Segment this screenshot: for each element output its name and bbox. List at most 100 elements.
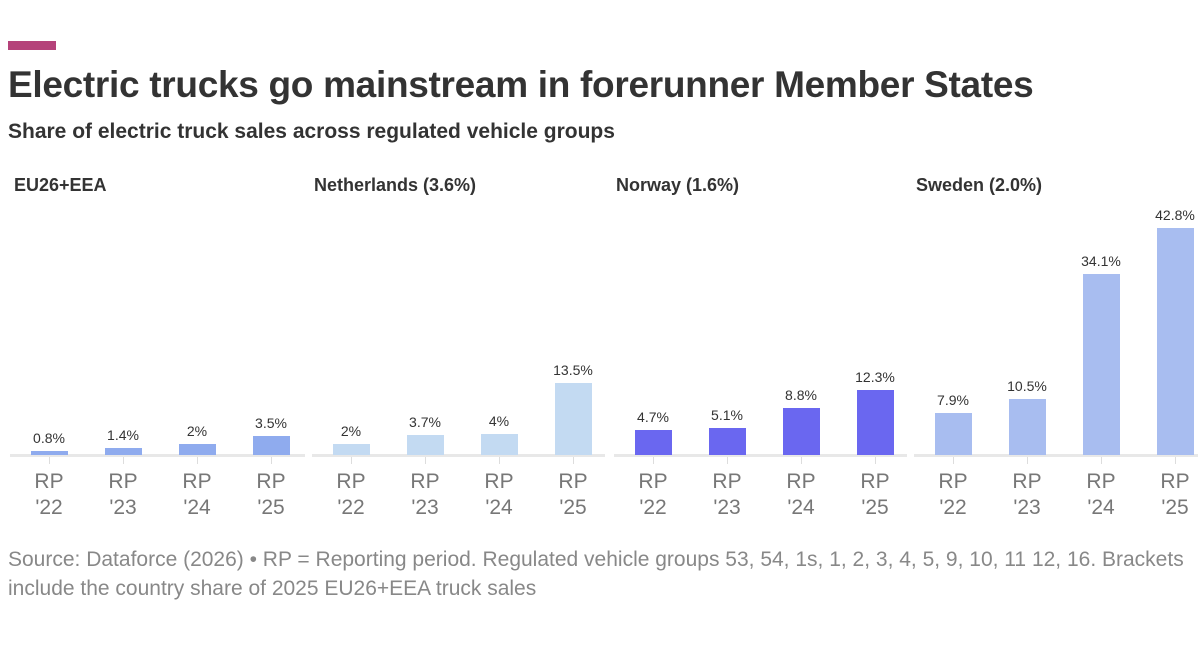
baseline (914, 454, 1198, 457)
x-tick-label-line: '24 (485, 496, 513, 519)
x-tick-label-line: RP (786, 470, 816, 493)
data-label: 3.7% (409, 414, 441, 431)
x-tick-label-line: RP (34, 470, 64, 493)
chart-title: Electric trucks go mainstream in forerun… (8, 64, 1034, 105)
data-label: 7.9% (937, 392, 969, 409)
x-tick-label: RP '23 (385, 469, 465, 521)
baseline (614, 454, 907, 457)
x-tick-label: RP '25 (533, 469, 613, 521)
bar (708, 427, 746, 455)
x-tick-label-line: '23 (713, 496, 741, 519)
x-tick (1101, 457, 1102, 464)
x-tick (727, 457, 728, 464)
x-tick (499, 457, 500, 464)
x-tick (271, 457, 272, 464)
data-label: 42.8% (1155, 207, 1195, 224)
bar-chart: EU26+EEA 0.8% RP '22 1.4% RP '23 2% RP '24 3.5% RP '… (9, 175, 1200, 521)
x-tick-label-line: '22 (639, 496, 667, 519)
x-tick (875, 457, 876, 464)
x-tick (197, 457, 198, 464)
data-label: 2% (186, 423, 208, 440)
x-tick (351, 457, 352, 464)
panel-title: EU26+EEA (14, 175, 107, 195)
x-tick-label: RP '25 (835, 469, 915, 521)
x-tick (1175, 457, 1176, 464)
panel-title: Norway (1.6%) (616, 175, 740, 195)
data-label: 10.5% (1007, 378, 1047, 395)
x-tick-label-line: '25 (861, 496, 889, 519)
x-tick-label-line: '24 (787, 496, 815, 519)
data-label: 1.4% (107, 426, 139, 443)
x-tick-label-line: '24 (1087, 496, 1115, 519)
x-tick-label: RP '23 (687, 469, 767, 521)
x-tick-label: RP '23 (83, 469, 163, 521)
bar (1008, 399, 1046, 455)
data-label: 34.1% (1081, 253, 1121, 270)
x-tick-label-line: RP (410, 470, 440, 493)
x-tick-label-line: '25 (1161, 496, 1189, 519)
x-tick-label-line: '23 (1013, 496, 1041, 519)
x-tick-label-line: RP (1160, 470, 1190, 493)
x-tick-label-line: RP (182, 470, 212, 493)
bar (480, 433, 518, 455)
bar (406, 435, 444, 455)
x-tick-label-line: '23 (411, 496, 439, 519)
x-tick-label-line: RP (712, 470, 742, 493)
x-tick-label: RP '24 (761, 469, 841, 521)
chart-subtitle: Share of electric truck sales across reg… (8, 120, 615, 143)
x-tick-label-line: RP (938, 470, 968, 493)
x-tick-label-line: '25 (559, 496, 587, 519)
x-tick-label: RP '24 (157, 469, 237, 521)
x-tick-label-line: '22 (939, 496, 967, 519)
data-label: 2% (340, 423, 362, 440)
x-tick-label: RP '22 (311, 469, 391, 521)
baseline (312, 454, 605, 457)
x-tick-label-line: RP (256, 470, 286, 493)
data-label: 12.3% (855, 368, 895, 385)
x-tick (1027, 457, 1028, 464)
x-tick-label: RP '25 (1135, 469, 1200, 521)
x-tick-label-line: '22 (337, 496, 365, 519)
x-tick-label-line: '23 (109, 496, 137, 519)
bar (178, 444, 216, 455)
bar (634, 430, 672, 455)
x-tick-label: RP '23 (987, 469, 1067, 521)
bar (856, 389, 894, 455)
x-tick-label-line: RP (484, 470, 514, 493)
x-tick-label-line: RP (108, 470, 138, 493)
data-label: 3.5% (255, 415, 287, 432)
x-tick-label: RP '24 (459, 469, 539, 521)
x-tick (123, 457, 124, 464)
x-tick-label-line: '22 (35, 496, 63, 519)
x-tick-label: RP '22 (9, 469, 89, 521)
bar (1156, 228, 1194, 455)
x-tick (953, 457, 954, 464)
baseline (10, 454, 305, 457)
bar (554, 383, 592, 455)
bar (1082, 274, 1120, 455)
x-tick-label: RP '22 (613, 469, 693, 521)
x-tick-label-line: '24 (183, 496, 211, 519)
data-label: 0.8% (33, 429, 65, 446)
source-note: Source: Dataforce (2026) • RP = Reportin… (8, 548, 1184, 600)
x-tick-label-line: RP (1086, 470, 1116, 493)
x-tick-label-line: '25 (257, 496, 285, 519)
accent-bar (8, 41, 56, 50)
data-label: 8.8% (785, 387, 817, 404)
x-tick-label-line: RP (860, 470, 890, 493)
panel-title: Netherlands (3.6%) (314, 175, 477, 195)
x-tick-label-line: RP (638, 470, 668, 493)
data-label: 4% (488, 412, 510, 429)
bar (934, 413, 972, 455)
bar (252, 436, 290, 455)
x-tick (801, 457, 802, 464)
x-tick-label: RP '24 (1061, 469, 1141, 521)
panel-title: Sweden (2.0%) (916, 175, 1043, 195)
x-tick-label: RP '25 (231, 469, 311, 521)
x-tick-label-line: RP (558, 470, 588, 493)
x-tick (653, 457, 654, 464)
data-label: 5.1% (711, 406, 743, 423)
x-tick-label-line: RP (336, 470, 366, 493)
data-label: 4.7% (637, 409, 669, 426)
